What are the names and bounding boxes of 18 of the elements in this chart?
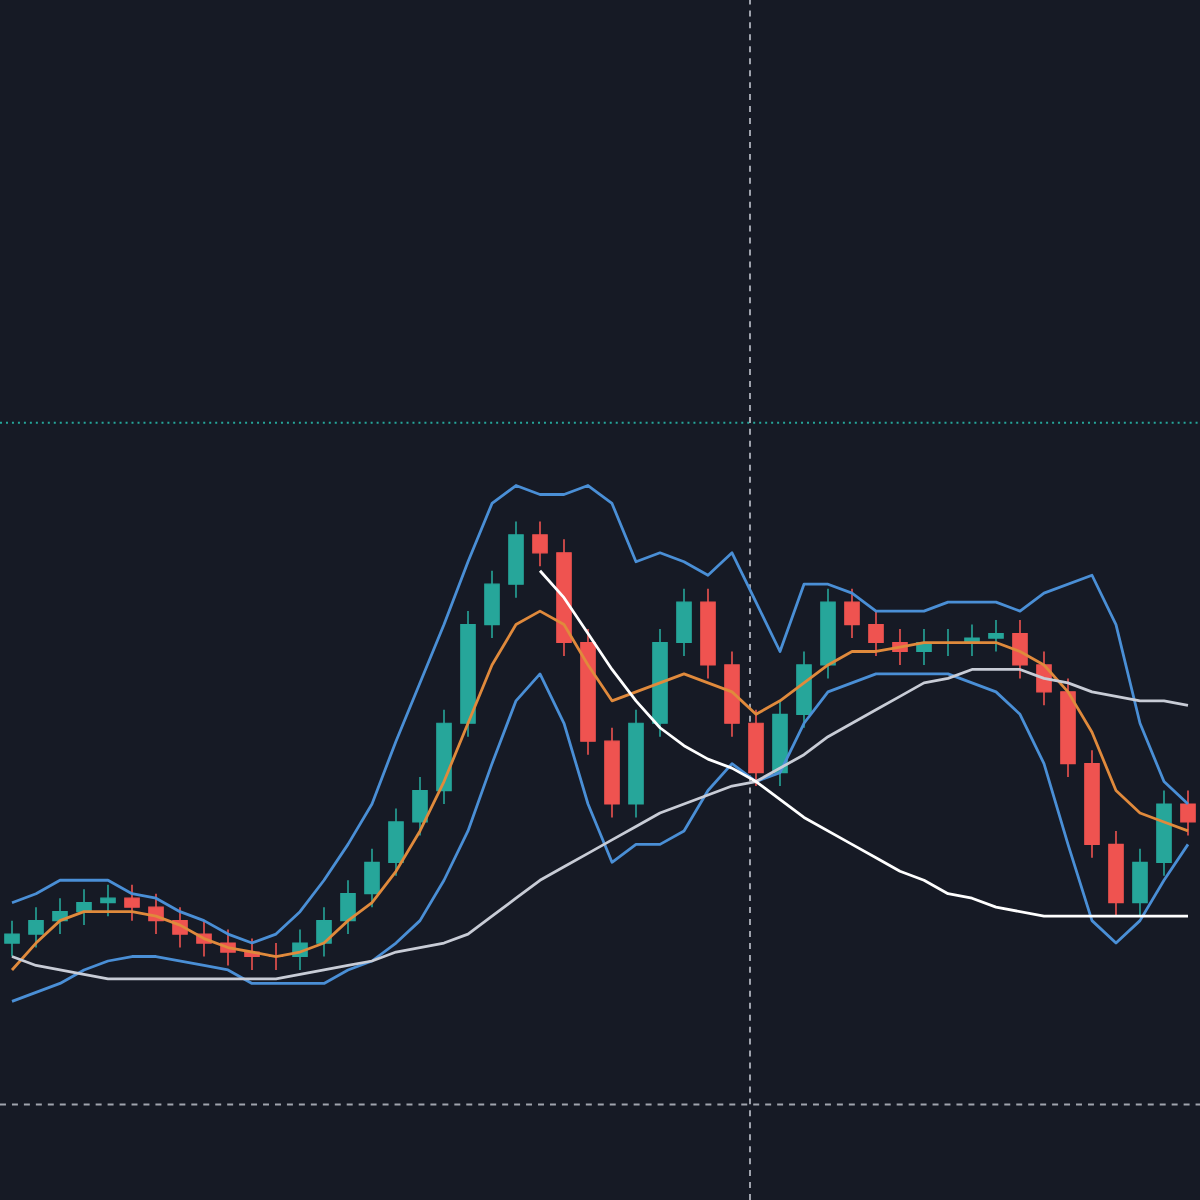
candlestick bbox=[1180, 789, 1196, 837]
candlestick bbox=[316, 906, 332, 958]
candlestick bbox=[988, 619, 1004, 653]
candlestick bbox=[1012, 619, 1028, 680]
candlestick bbox=[484, 569, 500, 639]
candlestick bbox=[676, 587, 692, 657]
candlestick bbox=[100, 883, 116, 917]
candlestick bbox=[388, 807, 404, 877]
candlestick bbox=[340, 879, 356, 935]
candlestick bbox=[1132, 848, 1148, 917]
candlestick bbox=[844, 587, 860, 639]
candlestick bbox=[124, 883, 140, 922]
candlestick bbox=[868, 610, 884, 657]
candlestick bbox=[532, 520, 548, 568]
candlestick bbox=[412, 776, 428, 837]
candlestick bbox=[4, 919, 20, 958]
candlestick bbox=[364, 848, 380, 908]
candlestick bbox=[28, 906, 44, 949]
